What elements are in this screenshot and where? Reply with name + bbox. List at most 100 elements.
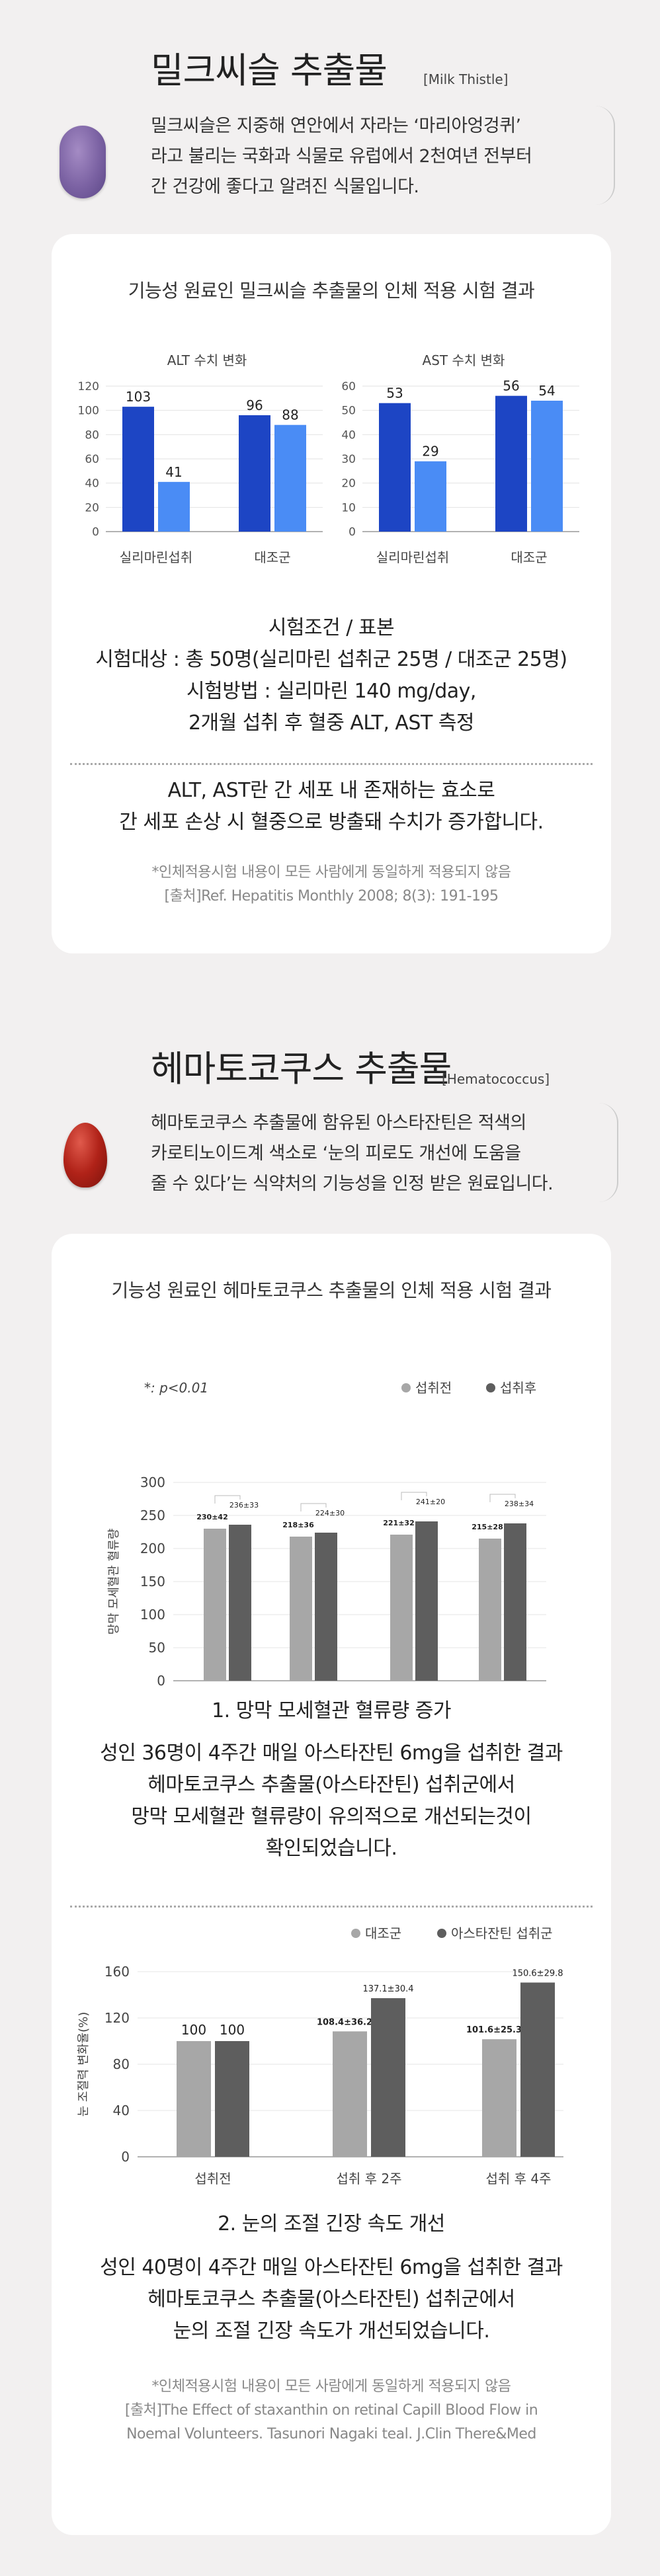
eye-x-tick-label: 섭취전 [194, 2171, 231, 2187]
eye-y-tick-label: 80 [113, 2056, 130, 2072]
ast-data-label: 56 [503, 378, 519, 394]
blood-data-label: 218±36 [282, 1521, 314, 1529]
ast-x-tick-label: 대조군 [511, 549, 547, 565]
ast-chart-title: AST 수치 변화 [423, 352, 505, 368]
ast-bar [531, 401, 563, 532]
dotted-divider [70, 763, 593, 765]
ast-y-tick-label: 20 [341, 477, 356, 491]
legend-marker [401, 1383, 411, 1392]
result1-text: 성인 36명이 4주간 매일 아스타잔틴 6mg을 섭취한 결과 헤마토코쿠스 … [52, 1738, 611, 1865]
conditions-line-3: 2개월 섭취 후 혈중 ALT, AST 측정 [188, 711, 475, 735]
milk-intro-line-2: 라고 불리는 국화과 식물로 유럽에서 2천여년 전부터 [151, 146, 532, 167]
hema-intro: 헤마토코쿠스 추출물에 함유된 아스타잔틴은 적색의 카로티노이드계 색소로 ‘… [151, 1108, 640, 1199]
alt-chart-title: ALT 수치 변화 [167, 352, 247, 368]
hema-card: 기능성 원료인 헤마토코쿠스 추출물의 인체 적용 시험 결과 *: p<0.0… [52, 1234, 611, 2535]
ast-chart: AST 수치 변화 0 10 20 30 40 50 60 53 29 실리마린섭취 56 54 대조군 [341, 352, 579, 565]
alt-y-tick-label: 40 [85, 477, 99, 491]
eye-x-tick-label: 섭취 후 2주 [336, 2171, 401, 2187]
eye-y-axis-label: 눈 조절력 변화율(%) [77, 2012, 91, 2117]
hema-note-1: *인체적용시험 내용이 모든 사람에게 동일하게 적용되지 않음 [151, 2378, 511, 2395]
eye-y-tick-label: 0 [121, 2149, 130, 2165]
milk-intro-line-3: 간 건강에 좋다고 알려진 식물입니다. [151, 177, 419, 197]
milk-title: 밀크씨슬 추출물 [151, 50, 388, 91]
explain-line-2: 간 세포 손상 시 혈중으로 방출돼 수치가 증가합니다. [119, 811, 544, 834]
eye-data-label: 100 [220, 2022, 245, 2038]
hema-capsule-image [63, 1123, 107, 1187]
ast-data-label: 53 [386, 385, 403, 401]
alt-y-tick-label: 80 [85, 428, 99, 442]
ast-x-tick-label: 실리마린섭취 [376, 549, 449, 565]
eye-data-label: 108.4±36.2 [317, 2017, 372, 2027]
hema-note-3: Noemal Volunteers. Tasunori Nagaki teal.… [126, 2426, 536, 2442]
significance-bracket [214, 1495, 241, 1504]
milk-card-title: 기능성 원료인 밀크씨슬 추출물의 인체 적용 시험 결과 [128, 280, 535, 302]
blood-bar [315, 1533, 337, 1681]
alt-x-tick-label: 대조군 [254, 549, 290, 565]
alt-x-tick-label: 실리마린섭취 [120, 549, 192, 565]
significance-bracket [300, 1503, 327, 1511]
ast-y-tick-label: 10 [341, 501, 356, 514]
alt-y-tick-label: 0 [92, 526, 99, 539]
blood-y-tick-label: 300 [140, 1474, 165, 1490]
result2-line-2: 헤마토코쿠스 추출물(아스타잔틴) 섭취군에서 [147, 2288, 515, 2311]
blood-bar [290, 1537, 312, 1681]
significance-bracket [401, 1492, 427, 1500]
eye-data-label: 100 [181, 2022, 206, 2038]
hema-card-title: 기능성 원료인 헤마토코쿠스 추출물의 인체 적용 시험 결과 [111, 1279, 552, 1301]
result1-line-2: 헤마토코쿠스 추출물(아스타잔틴) 섭취군에서 [147, 1773, 515, 1796]
alt-data-label: 96 [246, 397, 263, 413]
hema-intro-line-3: 줄 수 있다’는 식약처의 기능성을 인정 받은 원료입니다. [151, 1174, 554, 1194]
blood-data-label: 236±33 [229, 1501, 259, 1509]
blood-bar [390, 1535, 413, 1681]
ast-y-tick-label: 50 [341, 405, 356, 418]
dotted-divider-2 [70, 1906, 593, 1908]
legend-marker [486, 1383, 495, 1392]
result2-text: 성인 40명이 4주간 매일 아스타잔틴 6mg을 섭취한 결과 헤마토코쿠스 … [52, 2252, 611, 2347]
alt-data-label: 103 [126, 389, 151, 405]
eye-data-label: 150.6±29.8 [512, 1968, 563, 1978]
blood-y-tick-label: 0 [157, 1673, 165, 1689]
result1-line-3: 망막 모세혈관 혈류량이 유의적으로 개선되는것이 [131, 1805, 532, 1828]
hema-intro-line-2: 카로티노이드계 색소로 ‘눈의 피로도 개선에 도움을 [151, 1143, 521, 1164]
blood-y-tick-label: 50 [149, 1640, 165, 1656]
eye-x-tick-label: 섭취 후 4주 [485, 2171, 551, 2187]
legend-marker [437, 1929, 446, 1938]
result2-line-1: 성인 40명이 4주간 매일 아스타잔틴 6mg을 섭취한 결과 [100, 2256, 563, 2279]
blood-bar [204, 1529, 226, 1681]
significance-note: *: p<0.01 [144, 1380, 208, 1396]
result1-line-1: 성인 36명이 4주간 매일 아스타잔틴 6mg을 섭취한 결과 [100, 1742, 563, 1765]
ast-data-label: 29 [422, 444, 438, 460]
hema-intro-bracket [598, 1103, 618, 1202]
eye-data-label: 137.1±30.4 [362, 1984, 413, 1994]
hema-intro-line-1: 헤마토코쿠스 추출물에 함유된 아스타잔틴은 적색의 [151, 1113, 526, 1133]
legend-label: 아스타잔틴 섭취군 [451, 1925, 553, 1941]
milk-intro-line-1: 밀크씨슬은 지중해 연안에서 자라는 ‘마리아엉겅퀴’ [151, 116, 521, 136]
alt-y-tick-label: 20 [85, 501, 99, 514]
retinal-bloodflow-chart: *: p<0.01 섭취전 섭취후 0 50 100 150 200 250 300 망막 모세혈관… [107, 1380, 546, 1689]
conditions-line-1: 시험대상 : 총 50명(실리마린 섭취군 25명 / 대조군 25명) [95, 648, 567, 671]
result2-line-3: 눈의 조절 긴장 속도가 개선되었습니다. [173, 2319, 490, 2343]
conditions-line-2: 시험방법 : 실리마린 140 mg/day, [186, 680, 476, 703]
alt-data-label: 41 [165, 464, 182, 480]
alt-bar [274, 424, 306, 532]
alt-chart: ALT 수치 변화 0 20 40 60 80 100 120 103 41 실리마린섭취 96 88 대… [78, 352, 323, 565]
blood-y-tick-label: 150 [140, 1574, 165, 1590]
result2-title: 2. 눈의 조절 긴장 속도 개선 [218, 2212, 445, 2235]
blood-bar [504, 1523, 526, 1681]
eye-bar [371, 1998, 405, 2157]
alt-y-tick-label: 60 [85, 453, 99, 466]
blood-y-tick-label: 200 [140, 1541, 165, 1556]
hema-note-2: [출처]The Effect of staxanthin on retinal … [124, 2402, 538, 2419]
alt-data-label: 88 [282, 407, 298, 423]
blood-bar [415, 1521, 438, 1681]
eye-bar [215, 2041, 249, 2157]
blood-bar [479, 1539, 501, 1681]
blood-data-label: 221±32 [383, 1519, 415, 1527]
legend-label: 섭취후 [500, 1380, 536, 1396]
blood-data-label: 238±34 [505, 1500, 534, 1508]
milk-card: 기능성 원료인 밀크씨슬 추출물의 인체 적용 시험 결과 ALT 수치 변화 0… [52, 234, 611, 953]
hema-subtitle: [Hematococcus] [442, 1071, 550, 1087]
eye-accommodation-chart: 대조군 아스타잔틴 섭취군 0 40 80 120 160 눈 조절력 변화율(%) 100 10… [77, 1925, 563, 2187]
alt-bar [122, 407, 154, 532]
milk-intro: 밀크씨슬은 지중해 연안에서 자라는 ‘마리아엉겅퀴’ 라고 불리는 국화과 식… [151, 111, 627, 202]
